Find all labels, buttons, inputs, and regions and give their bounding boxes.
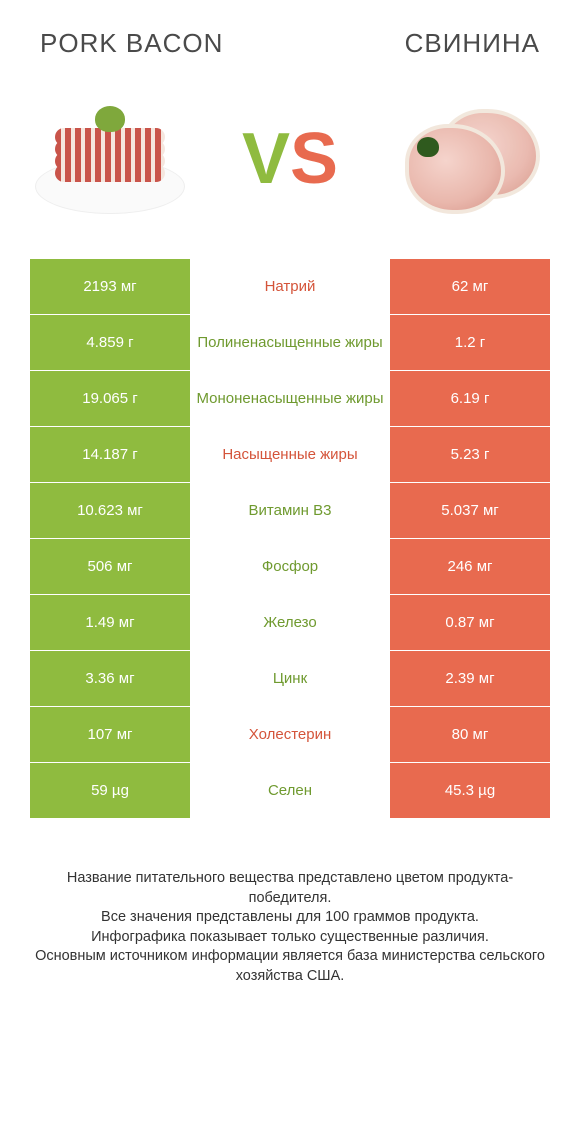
right-value-cell: 62 мг	[390, 259, 550, 314]
right-value-cell: 246 мг	[390, 539, 550, 594]
bacon-image	[30, 99, 190, 219]
left-value-cell: 2193 мг	[30, 259, 190, 314]
table-row: 10.623 мгВитамин B35.037 мг	[30, 483, 550, 539]
left-value-cell: 59 µg	[30, 763, 190, 818]
table-row: 2193 мгНатрий62 мг	[30, 259, 550, 315]
vs-letter-v: V	[242, 119, 290, 199]
nutrient-label-cell: Цинк	[190, 651, 390, 706]
table-row: 4.859 гПолиненасыщенные жиры1.2 г	[30, 315, 550, 371]
left-value-cell: 506 мг	[30, 539, 190, 594]
left-value-cell: 107 мг	[30, 707, 190, 762]
left-value-cell: 14.187 г	[30, 427, 190, 482]
table-row: 59 µgСелен45.3 µg	[30, 763, 550, 819]
pork-image	[390, 99, 550, 219]
left-value-cell: 10.623 мг	[30, 483, 190, 538]
right-value-cell: 1.2 г	[390, 315, 550, 370]
left-value-cell: 4.859 г	[30, 315, 190, 370]
nutrient-label-cell: Натрий	[190, 259, 390, 314]
table-row: 3.36 мгЦинк2.39 мг	[30, 651, 550, 707]
nutrient-label-cell: Насыщенные жиры	[190, 427, 390, 482]
right-value-cell: 0.87 мг	[390, 595, 550, 650]
footer-notes: Название питательного вещества представл…	[0, 819, 580, 986]
comparison-table: 2193 мгНатрий62 мг4.859 гПолиненасыщенны…	[0, 259, 580, 819]
footer-line: Основным источником информации является …	[30, 947, 550, 986]
table-row: 107 мгХолестерин80 мг	[30, 707, 550, 763]
vs-letter-s: S	[290, 119, 338, 199]
footer-line: Все значения представлены для 100 граммо…	[30, 908, 550, 928]
table-row: 1.49 мгЖелезо0.87 мг	[30, 595, 550, 651]
left-product-title: PORK BACON	[40, 28, 223, 59]
nutrient-label-cell: Витамин B3	[190, 483, 390, 538]
nutrient-label-cell: Мононенасыщенные жиры	[190, 371, 390, 426]
header: PORK BACON СВИНИНА	[0, 0, 580, 69]
nutrient-label-cell: Фосфор	[190, 539, 390, 594]
vs-row: VS	[0, 69, 580, 259]
right-value-cell: 6.19 г	[390, 371, 550, 426]
right-value-cell: 80 мг	[390, 707, 550, 762]
vs-label: VS	[242, 123, 338, 195]
nutrient-label-cell: Селен	[190, 763, 390, 818]
right-value-cell: 45.3 µg	[390, 763, 550, 818]
right-value-cell: 5.23 г	[390, 427, 550, 482]
nutrient-label-cell: Холестерин	[190, 707, 390, 762]
nutrient-label-cell: Железо	[190, 595, 390, 650]
left-value-cell: 19.065 г	[30, 371, 190, 426]
right-value-cell: 5.037 мг	[390, 483, 550, 538]
table-row: 19.065 гМононенасыщенные жиры6.19 г	[30, 371, 550, 427]
right-product-title: СВИНИНА	[405, 28, 540, 59]
left-value-cell: 3.36 мг	[30, 651, 190, 706]
table-row: 14.187 гНасыщенные жиры5.23 г	[30, 427, 550, 483]
right-value-cell: 2.39 мг	[390, 651, 550, 706]
table-row: 506 мгФосфор246 мг	[30, 539, 550, 595]
footer-line: Инфографика показывает только существенн…	[30, 928, 550, 948]
nutrient-label-cell: Полиненасыщенные жиры	[190, 315, 390, 370]
left-value-cell: 1.49 мг	[30, 595, 190, 650]
footer-line: Название питательного вещества представл…	[30, 869, 550, 908]
